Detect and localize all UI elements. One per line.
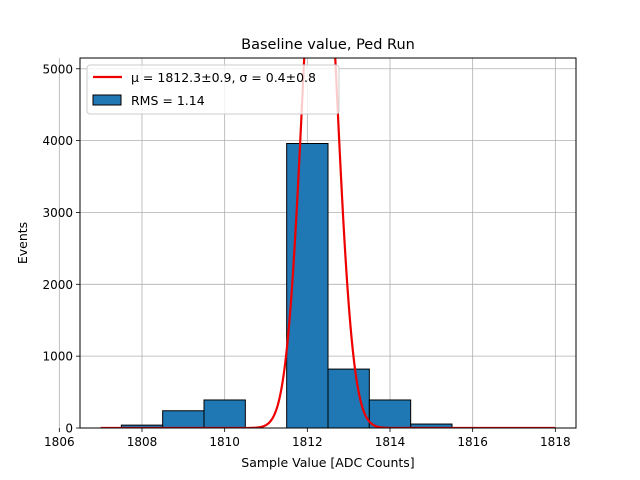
y-tick-label: 3000 [42, 206, 73, 220]
legend: μ = 1812.3±0.9, σ = 0.4±0.8 RMS = 1.14 [86, 64, 340, 115]
chart-title: Baseline value, Ped Run [241, 37, 415, 53]
x-tick-label: 1818 [540, 435, 571, 449]
legend-rms-label: RMS = 1.14 [131, 93, 205, 108]
histogram-bars [120, 142, 453, 429]
y-tick-label: 2000 [42, 278, 73, 292]
y-axis-ticks: 0 1000 2000 3000 4000 5000 [42, 62, 80, 436]
x-tick-label: 1816 [457, 435, 488, 449]
x-tick-label: 1808 [127, 435, 158, 449]
histogram-bar [368, 399, 412, 429]
y-axis-label: Events [15, 222, 30, 264]
histogram-bar [203, 399, 246, 429]
y-tick-label: 5000 [42, 62, 73, 76]
x-tick-label: 1812 [292, 435, 323, 449]
histogram-bar [162, 410, 205, 429]
legend-box [86, 64, 340, 115]
legend-fit-label: μ = 1812.3±0.9, σ = 0.4±0.8 [131, 70, 316, 85]
x-tick-label: 1806 [44, 435, 75, 449]
x-axis-ticks: 1806 1808 1810 1812 1814 1816 1818 [44, 428, 571, 449]
x-tick-label: 1810 [209, 435, 240, 449]
histogram-bar [327, 368, 370, 429]
histogram-bar [286, 142, 329, 429]
plot-frame [79, 57, 577, 429]
legend-rms-swatch [92, 94, 122, 106]
y-tick-label: 4000 [42, 134, 73, 148]
x-tick-label: 1814 [375, 435, 406, 449]
y-tick-label: 0 [65, 422, 73, 436]
x-axis-label: Sample Value [ADC Counts] [241, 455, 414, 470]
y-tick-label: 1000 [42, 350, 73, 364]
